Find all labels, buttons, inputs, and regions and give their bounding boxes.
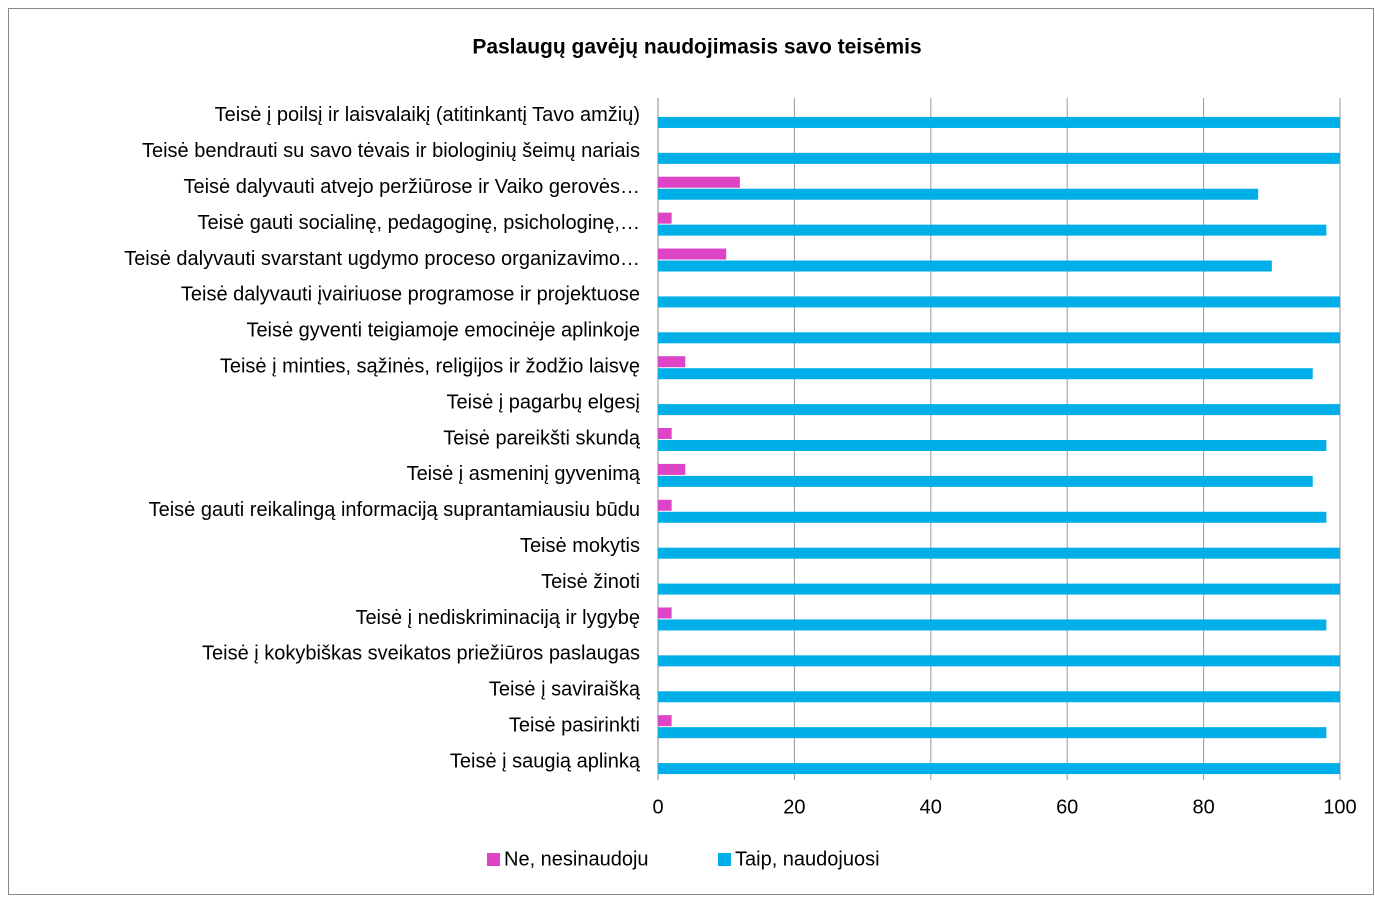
y-tick-label: Teisė į nediskriminaciją ir lygybę: [355, 607, 640, 629]
x-tick-label: 0: [652, 796, 663, 818]
bar: [658, 583, 1340, 595]
y-tick-label: Teisė pasirinkti: [509, 714, 640, 736]
y-tick-label: Teisė dalyvauti svarstant ugdymo proceso…: [124, 248, 640, 270]
x-tick-label: 20: [783, 796, 805, 818]
bar: [658, 116, 1340, 128]
y-tick-label: Teisė gauti reikalingą informaciją supra…: [149, 499, 640, 521]
y-tick-label: Teisė dalyvauti atvejo peržiūrose ir Vai…: [183, 176, 640, 198]
bar: [658, 332, 1340, 344]
y-tick-label: Teisė pareikšti skundą: [443, 427, 641, 449]
y-tick-label: Teisė į pagarbų elgesį: [447, 391, 640, 413]
bar: [658, 404, 1340, 416]
bar: [658, 356, 686, 368]
y-tick-label: Teisė į asmeninį gyvenimą: [407, 463, 641, 485]
y-tick-label: Teisė dalyvauti įvairiuose programose ir…: [181, 284, 640, 306]
y-tick-label: Teisė gauti socialinę, pedagoginę, psich…: [197, 212, 640, 234]
legend-label: Ne, nesinaudoju: [504, 848, 649, 870]
y-tick-label: Teisė į poilsį ir laisvalaikį (atitinkan…: [215, 104, 640, 126]
bar: [658, 655, 1340, 667]
bar: [658, 511, 1327, 523]
bar: [658, 428, 672, 439]
bar: [658, 619, 1327, 631]
y-tick-label: Teisė gyventi teigiamoje emocinėje aplin…: [246, 320, 640, 342]
bar: [658, 188, 1259, 200]
bar: [658, 691, 1340, 703]
chart-title: Paslaugų gavėjų naudojimasis savo teisėm…: [472, 36, 921, 59]
bar: [658, 260, 1272, 272]
bar: [658, 368, 1313, 380]
y-tick-label: Teisė į kokybiškas sveikatos priežiūros …: [202, 643, 640, 665]
y-tick-label: Teisė bendrauti su savo tėvais ir biolog…: [142, 140, 640, 162]
y-tick-label: Teisė į saviraišką: [489, 679, 641, 701]
legend-swatch: [487, 853, 500, 866]
legend-label: Taip, naudojuosi: [735, 848, 880, 870]
bar: [658, 224, 1327, 236]
legend-swatch: [718, 853, 731, 866]
x-tick-label: 40: [920, 796, 942, 818]
x-tick-label: 80: [1192, 796, 1214, 818]
y-tick-label: Teisė mokytis: [520, 535, 640, 557]
y-tick-label: Teisė į minties, sąžinės, religijos ir ž…: [220, 355, 640, 377]
y-tick-label: Teisė žinoti: [541, 571, 640, 593]
x-tick-label: 100: [1323, 796, 1356, 818]
bar: [658, 607, 672, 619]
bar: [658, 715, 672, 727]
bar: [658, 212, 672, 224]
bar: [658, 176, 740, 188]
bar: [658, 248, 727, 260]
bar: [658, 475, 1313, 487]
x-tick-label: 60: [1056, 796, 1078, 818]
bar: [658, 152, 1340, 164]
bar: [658, 547, 1340, 559]
bar: [658, 499, 672, 511]
bar: [658, 296, 1340, 308]
y-tick-label: Teisė į saugią aplinką: [450, 750, 641, 772]
bar: [658, 440, 1327, 451]
bar: [658, 727, 1327, 739]
bar: [658, 463, 686, 475]
bar: [658, 763, 1340, 775]
